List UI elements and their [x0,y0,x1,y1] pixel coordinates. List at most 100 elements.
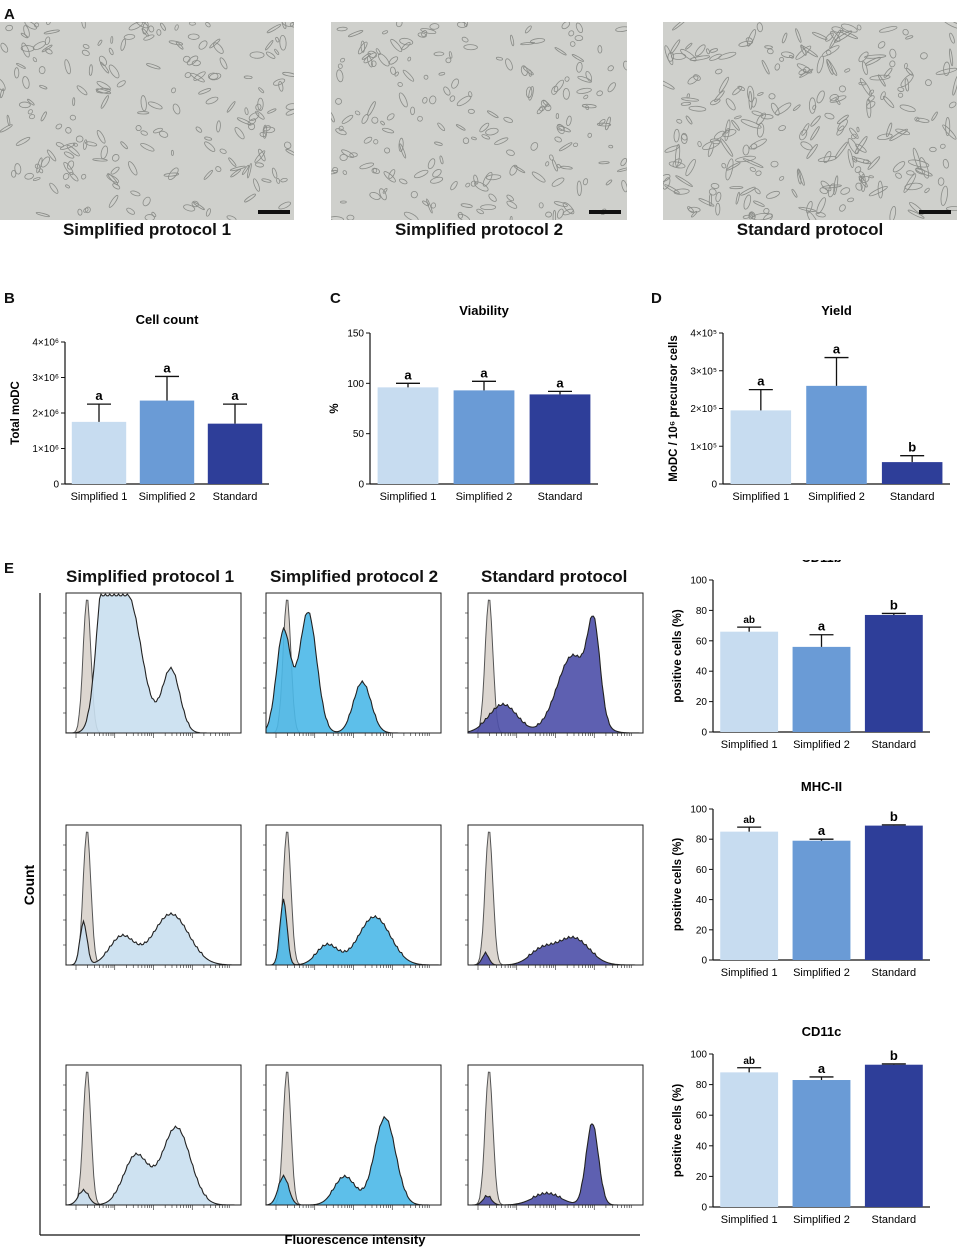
cell-shape [856,126,860,133]
flow-histogram-mhc-ii-3 [465,824,644,970]
cell-shape [895,172,902,179]
scale-bar [589,210,621,214]
cell-shape [280,177,288,183]
cell-shape [734,115,742,120]
cell-shape [96,87,111,94]
cell-shape [123,34,136,40]
cell-shape [285,148,294,156]
cell-shape [338,125,344,132]
cell-shape [331,216,344,220]
cell-shape [363,136,373,144]
cell-shape [116,80,126,88]
cell-shape [281,22,294,27]
chart-c-title: Viability [459,303,509,318]
cell-shape [672,22,689,31]
panel-label-a: A [4,6,15,23]
cell-shape [253,178,260,192]
stained-population [65,912,242,966]
cell-shape [764,45,773,49]
cell-shape [44,36,51,46]
cell-shape [463,44,478,51]
cell-shape [108,194,119,208]
cell-shape [445,57,452,64]
cell-shape [856,24,862,31]
cell-shape [126,207,135,215]
cell-shape [480,204,497,211]
stained-population [65,1125,242,1206]
cell-shape [67,160,75,170]
cell-shape [731,119,740,131]
cell-shape [332,166,339,174]
cell-shape [198,88,212,95]
cell-shape [520,65,528,77]
cell-shape [869,74,891,81]
chart-b-ytick-label: 4×10⁶ [32,338,59,349]
chart-cd11c-bar [792,1080,851,1207]
cell-shape [698,198,715,207]
cell-shape [680,101,692,106]
cell-shape [76,85,88,96]
cell-shape [779,176,785,181]
cell-shape [823,151,832,164]
histogram-frame [265,1064,442,1206]
cell-shape [367,50,378,58]
cell-shape [282,72,294,77]
cell-shape [83,207,89,213]
cell-shape [545,211,552,218]
cell-shape [726,162,741,171]
cell-shape [23,25,30,38]
panel-label-b: B [4,290,15,307]
chart-d-bar [730,410,792,484]
cell-shape [184,72,192,79]
cell-shape [151,211,157,218]
cell-shape [331,111,335,123]
cell-shape [735,191,740,205]
cell-shape [749,138,767,150]
cell-shape [506,200,518,209]
cell-shape [244,193,256,203]
cell-shape [587,132,593,138]
cell-shape [341,114,354,124]
cell-shape [681,133,688,141]
cell-shape [718,76,729,93]
cell-shape [556,123,565,135]
cell-shape [709,48,719,53]
cell-shape [160,22,166,31]
cell-shape [482,171,493,187]
cell-shape [889,128,908,142]
cell-shape [582,178,589,186]
chart-cd11b-ytick-label: 80 [696,606,708,617]
cell-shape [367,101,376,116]
chart-b-ytick-label: 3×10⁶ [32,373,59,384]
cell-shape [369,192,381,200]
cell-shape [209,38,221,49]
cell-shape [858,176,864,182]
cell-shape [937,177,945,186]
cell-shape [806,144,818,159]
cell-shape [931,111,938,121]
cell-shape [226,215,237,220]
cell-shape [833,30,853,43]
cell-shape [379,188,387,201]
cell-shape [336,26,348,32]
cell-shape [835,98,841,105]
chart-c-y-label: % [329,403,341,413]
chart-cd11c-category-label: Standard [872,1214,917,1226]
cell-shape [687,75,699,85]
chart-b-sig-letter: a [163,360,171,375]
chart-cd11c-title: CD11c [802,1025,842,1039]
cell-shape [667,51,675,62]
chart-c-sig-letter: a [404,367,412,382]
cell-shape [566,115,572,127]
cell-shape [40,111,47,122]
cell-shape [564,76,570,82]
chart-mhc-ii-sig-letter: b [890,809,898,824]
cell-shape [11,169,17,178]
cell-shape [795,45,812,60]
cell-shape [904,78,910,92]
cell-shape [204,136,213,141]
cell-shape [792,104,801,111]
micrograph-caption-3: Standard protocol [736,220,884,239]
cell-shape [174,24,179,31]
chart-cd11c-bar [720,1072,779,1207]
